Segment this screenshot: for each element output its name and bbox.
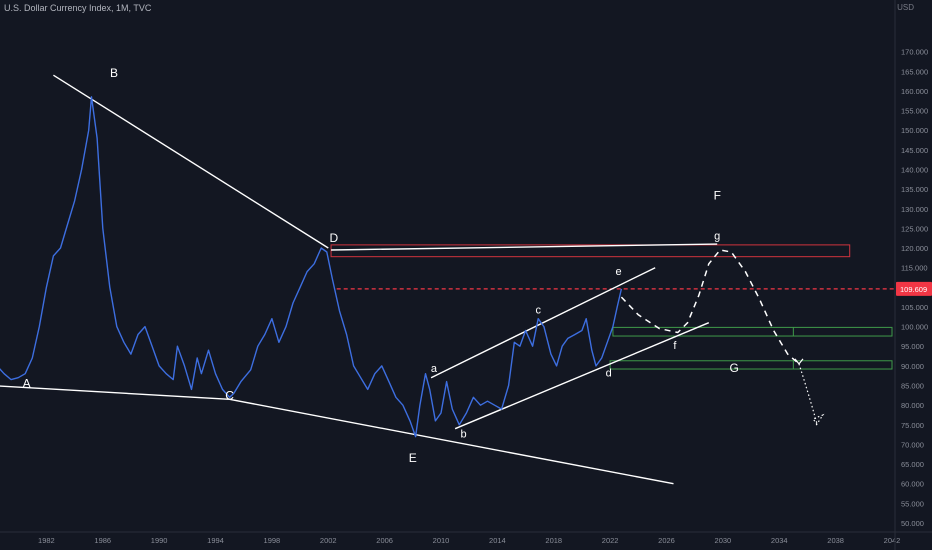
current-price-label: 109.609 [900,285,927,294]
y-tick-label: 160.000 [901,87,928,96]
y-tick-label: 105.000 [901,303,928,312]
zone-box-1 [612,326,893,337]
y-tick-label: 65.000 [901,460,924,469]
price-series-layer [0,96,623,438]
x-tick-label: 1986 [94,536,111,545]
current-price-badge [896,281,932,296]
zone-box-2 [609,360,893,370]
x-tick-label: 2038 [827,536,844,545]
y-tick-label: 55.000 [901,499,924,508]
wave-label-e: e [616,266,622,278]
wave-label-E: E [409,451,417,465]
trendline-4 [331,243,718,251]
x-tick-label: 1994 [207,536,224,545]
wave-label-D: D [330,231,339,245]
wave-label-b: b [460,428,466,440]
wave-label-g: g [714,230,720,242]
y-tick-label: 155.000 [901,107,928,116]
x-tick-label: 2030 [715,536,732,545]
trendline-3 [454,322,710,430]
axis-unit-label: USD [897,3,914,12]
x-tick-label: 2042 [884,536,901,545]
y-tick-label: 75.000 [901,421,924,430]
y-tick-label: 90.000 [901,362,924,371]
wave-label-a: a [431,363,438,375]
y-tick-label: 170.000 [901,48,928,57]
x-axis: 1978198219861990199419982002200620102014… [38,536,901,545]
x-tick-label: 1982 [38,536,55,545]
price-series-line-0 [0,96,623,438]
y-tick-label: 165.000 [901,67,928,76]
x-tick-label: 2002 [320,536,337,545]
zone-box-0 [330,244,851,258]
x-tick-label: 2010 [433,536,450,545]
y-tick-label: 145.000 [901,146,928,155]
y-tick-label: 50.000 [901,519,924,528]
y-tick-label: 120.000 [901,244,928,253]
projection-marker [794,358,804,365]
trendlines-layer [0,74,718,485]
y-tick-label: 135.000 [901,185,928,194]
x-tick-label: 1990 [151,536,168,545]
y-tick-label: 80.000 [901,401,924,410]
y-tick-label: 140.000 [901,165,928,174]
trendline-2 [430,267,656,379]
wave-label-C: C [225,388,234,402]
x-tick-label: 1998 [264,536,281,545]
trendline-0 [53,74,329,249]
projection-dashed-path [620,249,800,365]
y-tick-label: 70.000 [901,440,924,449]
wave-label-c: c [535,305,541,317]
wave-label-B: B [110,66,118,80]
y-tick-label: 150.000 [901,126,928,135]
x-tick-label: 2006 [376,536,393,545]
zones-layer [330,244,895,370]
projection-layer [620,249,825,426]
wave-label-F: F [714,189,721,203]
y-tick-label: 85.000 [901,382,924,391]
x-tick-label: 2014 [489,536,506,545]
y-tick-label: 95.000 [901,342,924,351]
y-tick-label: 125.000 [901,224,928,233]
chart-title: U.S. Dollar Currency Index, 1M, TVC [4,3,152,13]
wave-label-f: f [673,340,677,352]
x-tick-label: 2018 [545,536,562,545]
y-tick-label: 60.000 [901,480,924,489]
y-tick-label: 100.000 [901,323,928,332]
wave-label-G: G [729,361,738,375]
wave-label-A: A [23,376,31,390]
x-tick-label: 2026 [658,536,675,545]
y-tick-label: 115.000 [901,264,928,273]
projection-dotted-tail [798,363,825,426]
x-tick-label: 2034 [771,536,788,545]
wave-labels-layer: A B C D Ea b c d e f Fg G [23,66,739,465]
y-axis: 50.000 55.000 60.000 65.000 70.000 75.000 80.0… [896,48,932,528]
trendline-1 [0,385,674,485]
wave-label-d: d [606,367,612,379]
y-tick-label: 130.000 [901,205,928,214]
x-tick-label: 2022 [602,536,619,545]
